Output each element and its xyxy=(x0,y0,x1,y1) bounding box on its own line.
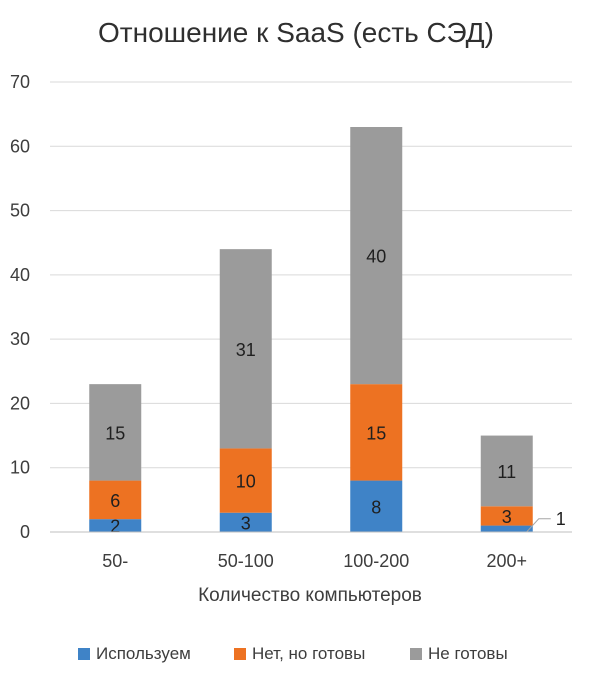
data-label: 1 xyxy=(556,509,566,529)
data-label: 3 xyxy=(502,507,512,527)
x-axis-ticks: 50- 50-100 100-200 200+ xyxy=(102,551,527,571)
legend-label: Нет, но готовы xyxy=(252,644,365,663)
data-label: 15 xyxy=(105,423,125,443)
bar-segment xyxy=(480,506,533,526)
data-label: 10 xyxy=(236,472,256,492)
data-label: 2 xyxy=(110,517,120,537)
bars xyxy=(89,127,533,532)
x-tick-label: 50- xyxy=(102,551,128,571)
data-label: 40 xyxy=(366,247,386,267)
legend-label: Используем xyxy=(96,644,191,663)
data-label: 31 xyxy=(236,340,256,360)
bar-segment xyxy=(350,480,403,532)
y-tick-label: 20 xyxy=(10,393,30,413)
chart-title: Отношение к SaaS (есть СЭД) xyxy=(98,17,494,48)
bar-segment xyxy=(89,384,142,481)
bar-segment xyxy=(89,519,142,532)
y-tick-label: 30 xyxy=(10,329,30,349)
bar-segment xyxy=(480,435,533,507)
y-axis-ticks: 0 10 20 30 40 50 60 70 xyxy=(10,72,30,542)
bar-segment xyxy=(350,127,403,385)
y-tick-label: 60 xyxy=(10,136,30,156)
bar-segment xyxy=(219,249,272,449)
bar-segment xyxy=(350,384,403,481)
y-tick-label: 50 xyxy=(10,201,30,221)
bar-segment xyxy=(219,512,272,532)
legend-swatch xyxy=(78,648,90,660)
y-tick-label: 0 xyxy=(20,522,30,542)
bar-segment xyxy=(89,480,142,520)
legend: Используем Нет, но готовы Не готовы xyxy=(78,644,508,663)
data-label: 8 xyxy=(371,497,381,517)
data-labels: 2 6 15 3 10 31 8 15 40 1 3 11 xyxy=(105,247,566,537)
x-tick-label: 200+ xyxy=(486,551,527,571)
legend-swatch xyxy=(410,648,422,660)
y-tick-label: 40 xyxy=(10,265,30,285)
bar-segment xyxy=(480,525,533,532)
legend-swatch xyxy=(234,648,246,660)
legend-label: Не готовы xyxy=(428,644,508,663)
data-label: 11 xyxy=(497,462,516,482)
data-label: 6 xyxy=(110,491,120,511)
y-tick-label: 10 xyxy=(10,458,30,478)
data-label-leader xyxy=(526,518,551,533)
y-tick-label: 70 xyxy=(10,72,30,92)
data-label: 3 xyxy=(241,513,251,533)
bar-segment xyxy=(219,448,272,513)
x-tick-label: 100-200 xyxy=(343,551,409,571)
data-label: 15 xyxy=(366,423,386,443)
x-axis-label: Количество компьютеров xyxy=(198,585,422,606)
x-tick-label: 50-100 xyxy=(218,551,274,571)
